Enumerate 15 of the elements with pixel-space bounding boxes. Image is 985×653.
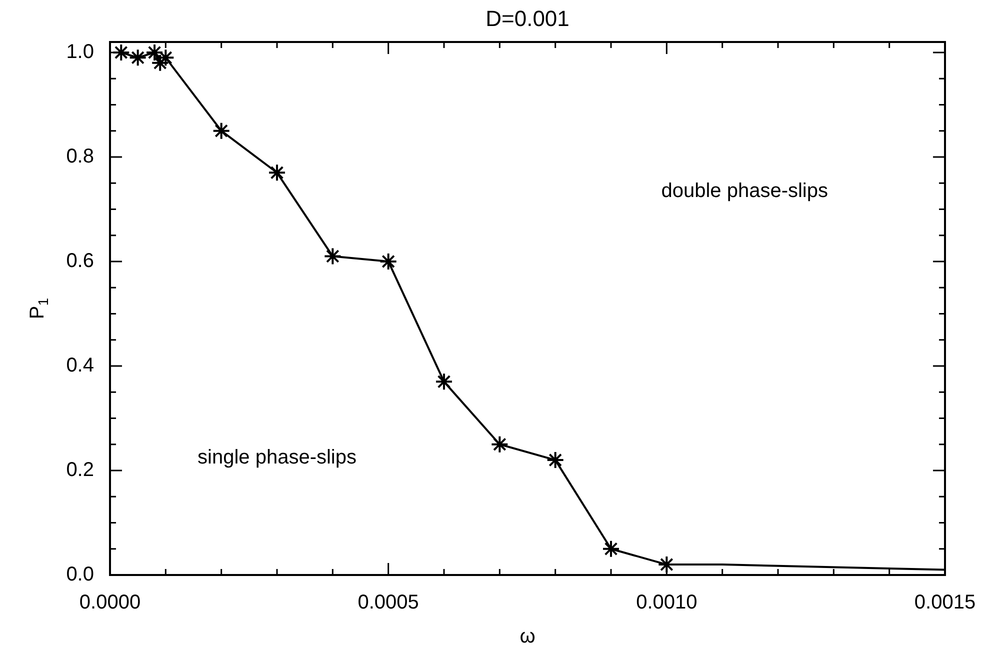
y-tick-label: 0.0 [66, 564, 94, 586]
x-tick-label: 0.0000 [79, 592, 141, 614]
y-axis-title: P1 [26, 298, 51, 320]
annotation: double phase-slips [661, 180, 828, 202]
annotation: single phase-slips [198, 446, 356, 468]
y-tick-label: 0.4 [66, 354, 94, 376]
y-tick-label: 0.6 [66, 250, 94, 272]
y-tick-label: 0.2 [66, 459, 94, 482]
y-tick-label: 1.0 [66, 40, 94, 63]
x-tick-label: 0.0005 [358, 592, 419, 614]
x-tick-label: 0.0015 [914, 592, 976, 614]
y-tick-label: 0.8 [66, 145, 94, 168]
chart-title: D=0.001 [486, 6, 570, 32]
x-tick-label: 0.0010 [636, 592, 698, 614]
x-axis-title: ω [520, 626, 536, 648]
